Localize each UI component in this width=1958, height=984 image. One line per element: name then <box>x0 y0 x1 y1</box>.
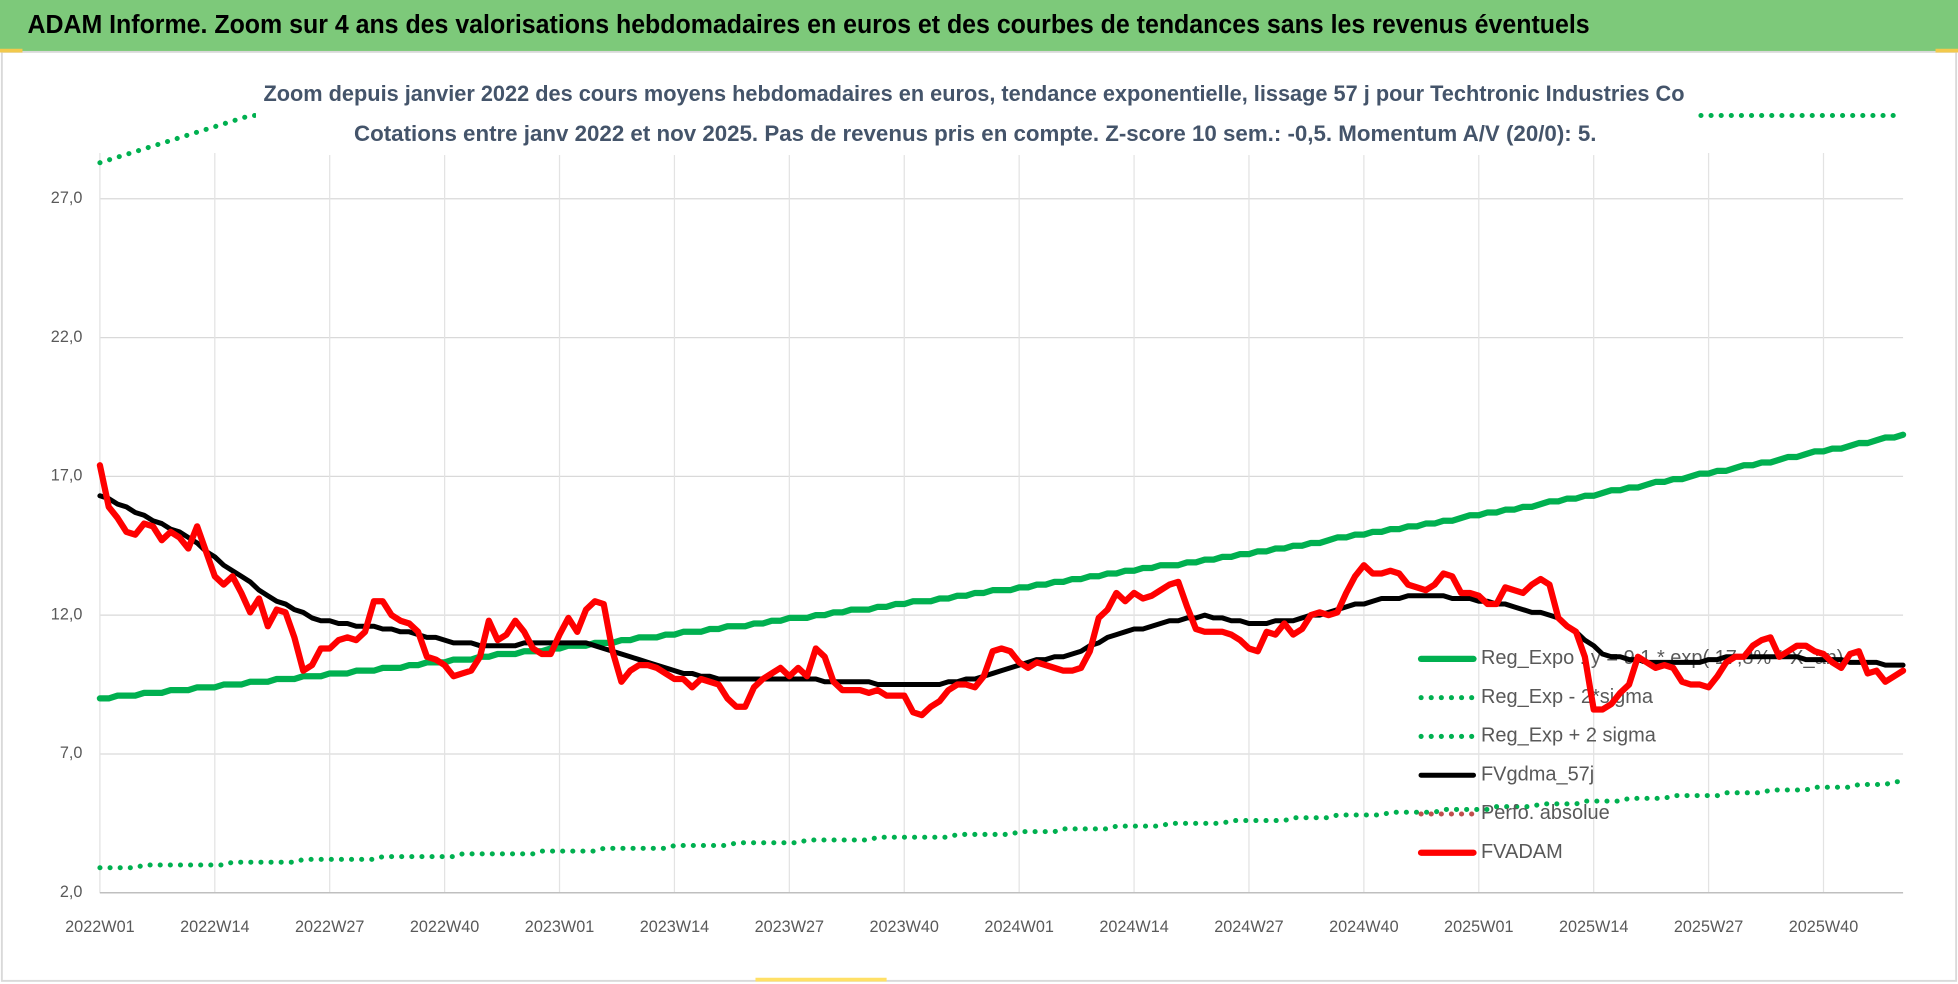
x-tick-label: 2022W27 <box>295 918 364 936</box>
x-tick-label: 2022W40 <box>410 918 479 936</box>
legend-label: Reg_Exp + 2 sigma <box>1481 725 1657 747</box>
x-tick-label: 2022W01 <box>65 918 134 936</box>
grid: 2,0 7,0 12,0 17,0 22,0 27,0 2022W01 2022W14 2022… <box>51 153 1904 936</box>
series-line <box>96 431 1907 702</box>
x-tick-label: 2025W40 <box>1789 918 1858 936</box>
x-tick-label: 2023W01 <box>525 918 594 936</box>
series-line <box>96 462 1907 719</box>
header-band <box>0 0 1958 52</box>
corner-mark <box>0 48 23 53</box>
x-tick-label: 2024W01 <box>984 918 1053 936</box>
title-background <box>255 72 1695 156</box>
x-tick-label: 2023W40 <box>870 918 939 936</box>
corner-mark <box>1935 48 1958 53</box>
y-tick-label: 7,0 <box>60 744 83 762</box>
x-tick-label: 2023W27 <box>755 918 824 936</box>
series-lines <box>96 431 1907 719</box>
y-tick-label: 27,0 <box>51 189 83 207</box>
chart-title: Zoom depuis janvier 2022 des cours moyen… <box>263 81 1684 106</box>
x-tick-label: 2024W14 <box>1099 918 1168 936</box>
legend-label: FVADAM <box>1481 841 1563 863</box>
header-title: ADAM Informe. Zoom sur 4 ans des valoris… <box>27 9 1589 39</box>
y-tick-label: 22,0 <box>51 328 83 346</box>
series-line <box>97 779 1906 871</box>
x-tick-label: 2025W14 <box>1559 918 1628 936</box>
series-line <box>97 493 1906 688</box>
y-tick-label: 12,0 <box>51 605 83 623</box>
legend-label: FVgdma_57j <box>1481 763 1594 785</box>
chart-frame <box>0 50 1958 982</box>
x-tick-label: 2024W27 <box>1214 918 1283 936</box>
y-tick-label: 2,0 <box>60 883 83 901</box>
x-tick-label: 2025W27 <box>1674 918 1743 936</box>
bottom-mark <box>755 977 887 982</box>
x-tick-label: 2025W01 <box>1444 918 1513 936</box>
x-tick-label: 2023W14 <box>640 918 709 936</box>
legend-label: Reg_Expo : y = 9,1 * exp( 17,8% * X_an) <box>1481 647 1843 669</box>
chart-subtitle: Cotations entre janv 2022 et nov 2025. P… <box>354 121 1596 146</box>
title-box: Zoom depuis janvier 2022 des cours moyen… <box>255 72 1695 156</box>
x-tick-label: 2024W40 <box>1329 918 1398 936</box>
y-tick-label: 17,0 <box>51 467 83 485</box>
x-tick-label: 2022W14 <box>180 918 249 936</box>
legend-label: Perfo. absolue <box>1481 802 1610 824</box>
legend: Reg_Expo : y = 9,1 * exp( 17,8% * X_an) R… <box>1417 647 1843 863</box>
